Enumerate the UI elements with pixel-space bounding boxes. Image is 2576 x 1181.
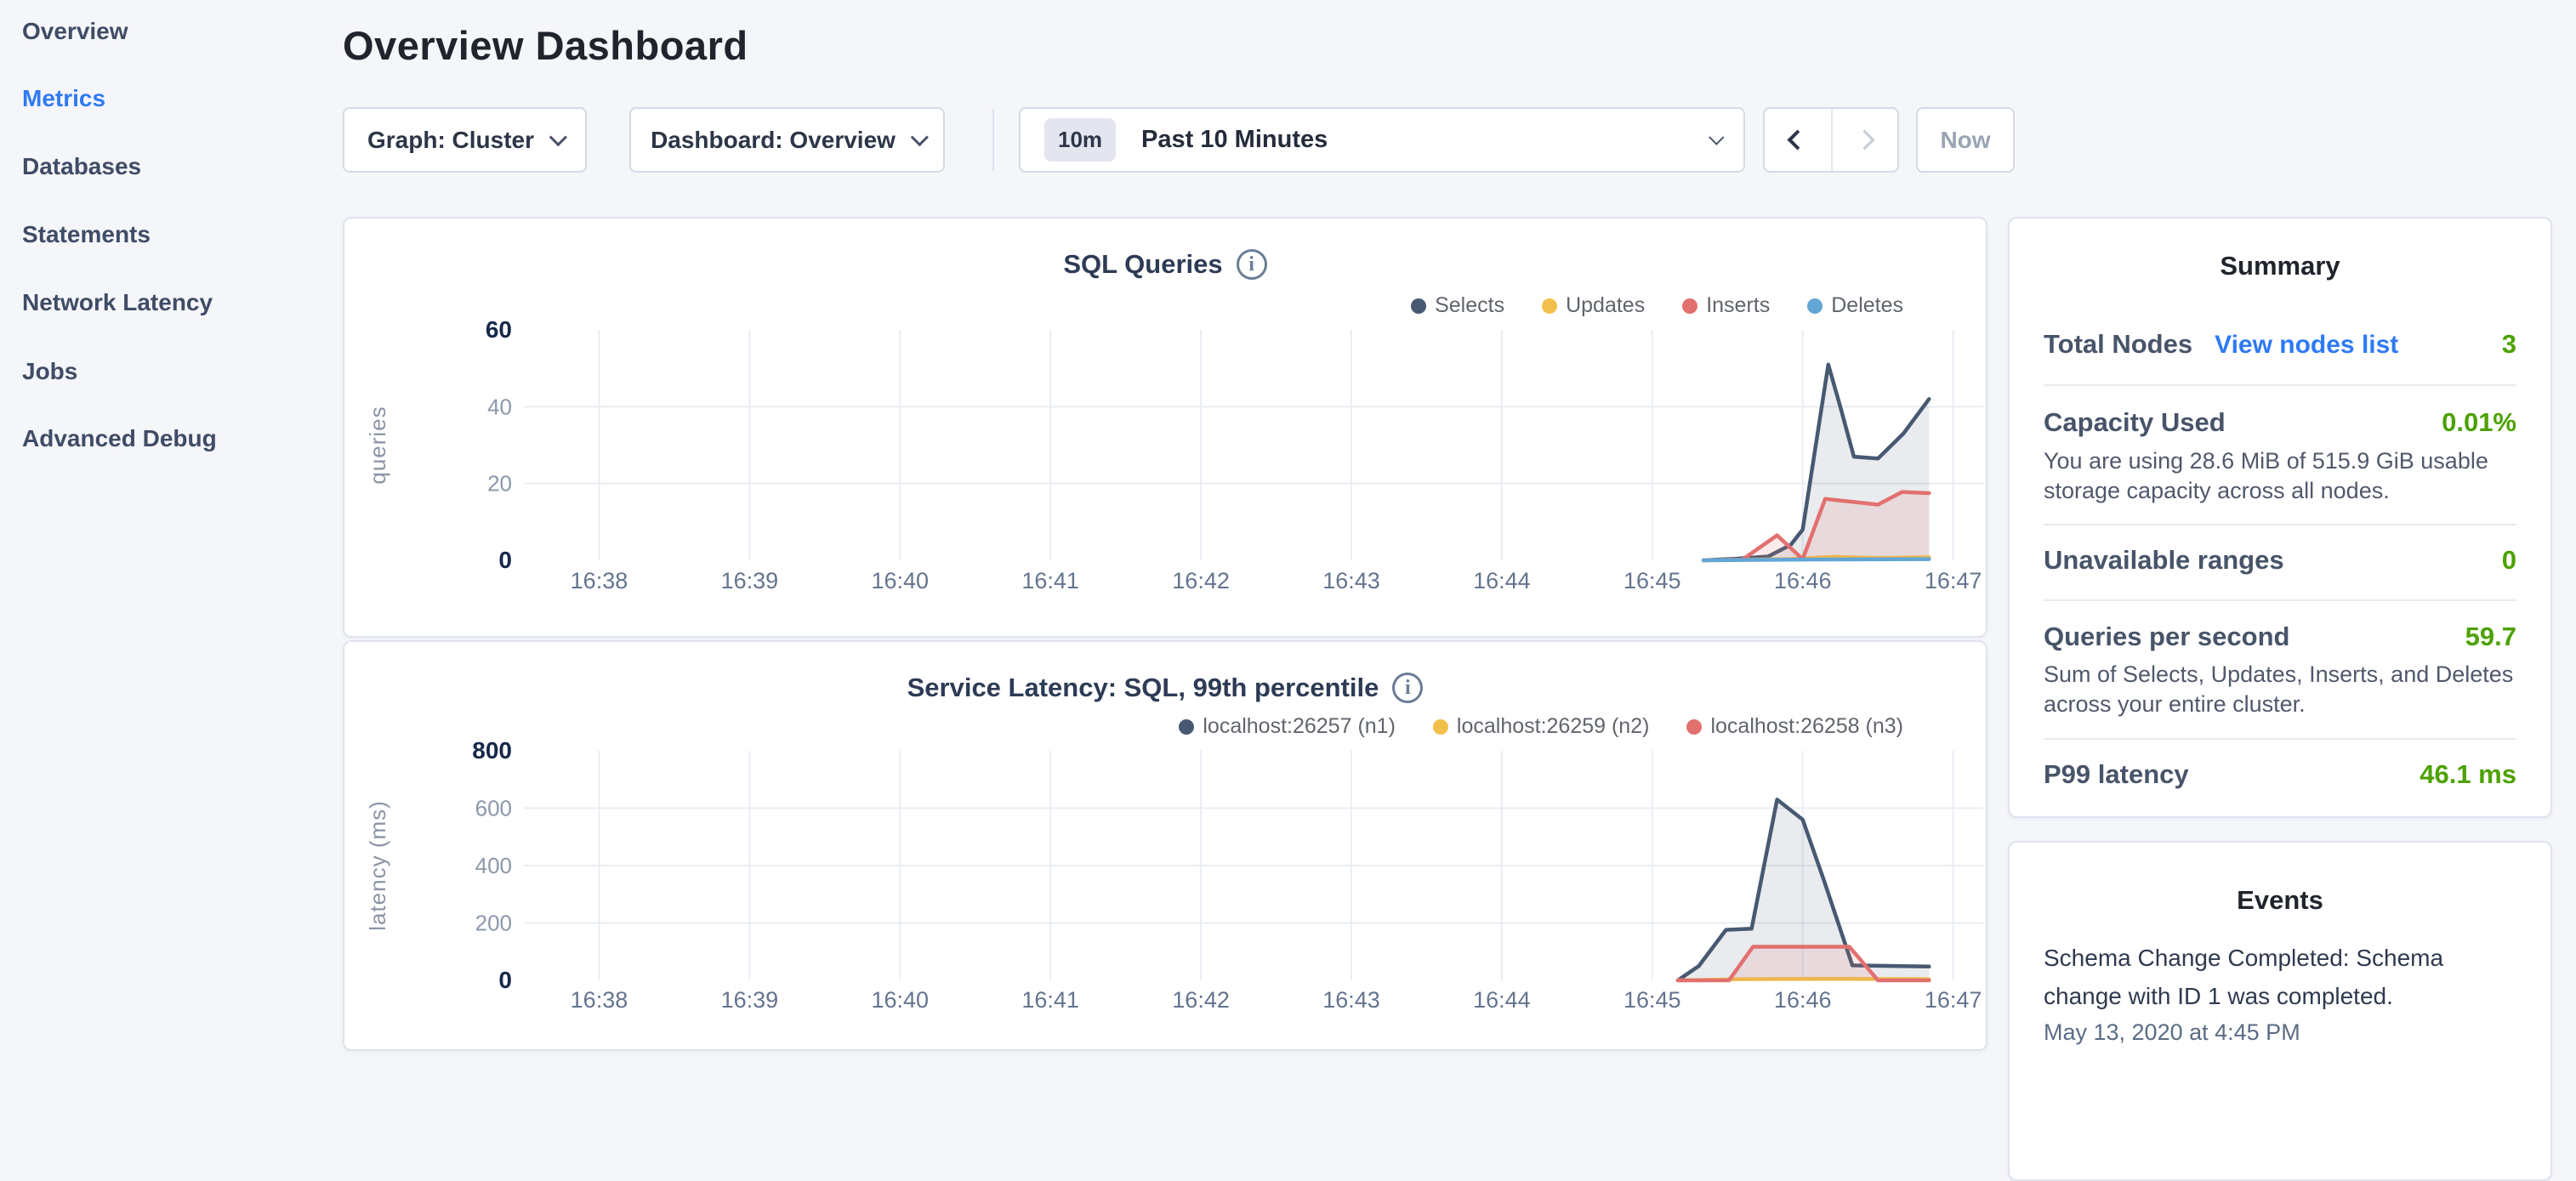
svg-text:0: 0 — [498, 547, 512, 573]
svg-text:16:39: 16:39 — [721, 987, 779, 1013]
events-panel: Events Schema Change Completed: Schema c… — [2008, 841, 2552, 1181]
svg-text:16:46: 16:46 — [1774, 568, 1832, 593]
queries-per-second-label: Queries per second — [2044, 622, 2289, 652]
svg-text:16:45: 16:45 — [1624, 568, 1681, 593]
time-forward-button[interactable] — [1831, 109, 1897, 171]
svg-text:16:39: 16:39 — [721, 568, 779, 593]
sidebar-item-overview[interactable]: Overview — [22, 14, 128, 48]
svg-text:200: 200 — [475, 911, 512, 936]
page-title: Overview Dashboard — [343, 22, 748, 69]
p99-latency-value: 46.1 ms — [2420, 759, 2516, 790]
service-latency-chart-card: Service Latency: SQL, 99th percentile lo… — [343, 640, 1987, 1051]
svg-text:16:44: 16:44 — [1473, 568, 1531, 593]
sidebar: Overview Metrics Databases Statements Ne… — [0, 0, 340, 1051]
sidebar-item-jobs[interactable]: Jobs — [22, 355, 77, 389]
queries-per-second-value: 59.7 — [2465, 622, 2516, 652]
svg-text:16:42: 16:42 — [1172, 987, 1230, 1013]
now-button[interactable]: Now — [1916, 107, 2015, 173]
chevron-right-icon — [1855, 129, 1875, 150]
total-nodes-value: 3 — [2502, 329, 2516, 360]
total-nodes-label: Total Nodes — [2044, 329, 2192, 360]
p99-latency-label: P99 latency — [2044, 759, 2189, 790]
time-range-badge: 10m — [1044, 118, 1116, 162]
svg-text:16:42: 16:42 — [1172, 568, 1230, 593]
svg-text:latency (ms): latency (ms) — [365, 800, 390, 931]
chevron-left-icon — [1788, 129, 1808, 150]
chevron-down-icon — [1709, 129, 1724, 145]
sidebar-item-network-latency[interactable]: Network Latency — [22, 286, 213, 320]
svg-text:16:46: 16:46 — [1774, 987, 1832, 1013]
svg-text:16:40: 16:40 — [871, 568, 929, 593]
divider — [2044, 599, 2516, 601]
queries-per-second-subtext: Sum of Selects, Updates, Inserts, and De… — [2044, 660, 2520, 719]
capacity-used-value: 0.01% — [2442, 407, 2516, 438]
view-nodes-list-link[interactable]: View nodes list — [2215, 331, 2398, 360]
capacity-used-subtext: You are using 28.6 MiB of 515.9 GiB usab… — [2044, 446, 2520, 506]
summary-row-queries-per-second: Queries per second 59.7 — [2044, 622, 2516, 652]
sql-queries-chart-card: SQL Queries SelectsUpdatesInsertsDeletes… — [343, 217, 1987, 638]
chevron-down-icon — [549, 128, 567, 146]
divider — [2044, 738, 2516, 740]
dashboard-dropdown-label: Dashboard: Overview — [651, 127, 896, 154]
dashboard-dropdown[interactable]: Dashboard: Overview — [629, 107, 945, 173]
svg-text:40: 40 — [487, 394, 512, 419]
summary-row-capacity-used: Capacity Used 0.01% — [2044, 407, 2516, 438]
series-line — [1703, 559, 1929, 560]
svg-text:16:43: 16:43 — [1322, 987, 1380, 1013]
svg-text:16:38: 16:38 — [571, 568, 628, 593]
unavailable-ranges-label: Unavailable ranges — [2044, 545, 2284, 576]
svg-text:16:40: 16:40 — [871, 987, 929, 1013]
svg-text:600: 600 — [475, 796, 512, 821]
sidebar-item-advanced-debug[interactable]: Advanced Debug — [22, 422, 217, 456]
svg-text:16:44: 16:44 — [1473, 987, 1531, 1013]
summary-row-unavailable-ranges: Unavailable ranges 0 — [2044, 545, 2516, 576]
svg-text:800: 800 — [472, 737, 512, 764]
svg-text:16:47: 16:47 — [1925, 568, 1982, 593]
controls-divider — [992, 109, 994, 171]
svg-text:16:41: 16:41 — [1021, 987, 1079, 1013]
svg-text:16:38: 16:38 — [571, 987, 628, 1013]
unavailable-ranges-value: 0 — [2502, 545, 2516, 576]
svg-text:20: 20 — [487, 471, 512, 497]
svg-text:queries: queries — [365, 406, 390, 484]
capacity-used-label: Capacity Used — [2044, 407, 2226, 438]
svg-text:16:41: 16:41 — [1021, 568, 1079, 593]
chart-svg[interactable]: 0 200 400 600 800 16:38 16:39 16:40 16:41 16:42 16… — [344, 642, 1989, 1053]
svg-text:16:45: 16:45 — [1624, 987, 1681, 1013]
summary-panel: Summary Total Nodes View nodes list 3 Ca… — [2008, 217, 2552, 818]
svg-text:0: 0 — [498, 967, 512, 993]
sidebar-item-databases[interactable]: Databases — [22, 150, 141, 184]
events-title: Events — [2010, 885, 2550, 916]
graph-dropdown-label: Graph: Cluster — [367, 127, 534, 154]
graph-dropdown[interactable]: Graph: Cluster — [343, 107, 587, 173]
summary-row-total-nodes: Total Nodes View nodes list 3 — [2044, 329, 2516, 360]
summary-row-p99-latency: P99 latency 46.1 ms — [2044, 759, 2516, 790]
time-range-selector[interactable]: 10m Past 10 Minutes — [1019, 107, 1745, 173]
sidebar-item-metrics[interactable]: Metrics — [22, 82, 105, 116]
chart-svg[interactable]: 0 20 40 60 16:38 16:39 16:40 16:41 16:42 16:43 16:… — [344, 219, 1989, 639]
summary-title: Summary — [2010, 251, 2550, 281]
now-button-label: Now — [1940, 127, 1990, 154]
svg-text:16:43: 16:43 — [1322, 568, 1380, 593]
time-range-label: Past 10 Minutes — [1141, 126, 1709, 154]
event-item-text[interactable]: Schema Change Completed: Schema change w… — [2044, 939, 2520, 1015]
sidebar-item-statements[interactable]: Statements — [22, 218, 151, 252]
svg-text:400: 400 — [475, 853, 512, 878]
divider — [2044, 524, 2516, 525]
time-back-button[interactable] — [1765, 109, 1831, 171]
event-item-timestamp: May 13, 2020 at 4:45 PM — [2044, 1019, 2520, 1046]
time-step-buttons — [1763, 107, 1899, 173]
svg-text:16:47: 16:47 — [1925, 987, 1982, 1013]
svg-text:60: 60 — [486, 316, 512, 343]
divider — [2044, 384, 2516, 386]
chevron-down-icon — [911, 128, 929, 146]
